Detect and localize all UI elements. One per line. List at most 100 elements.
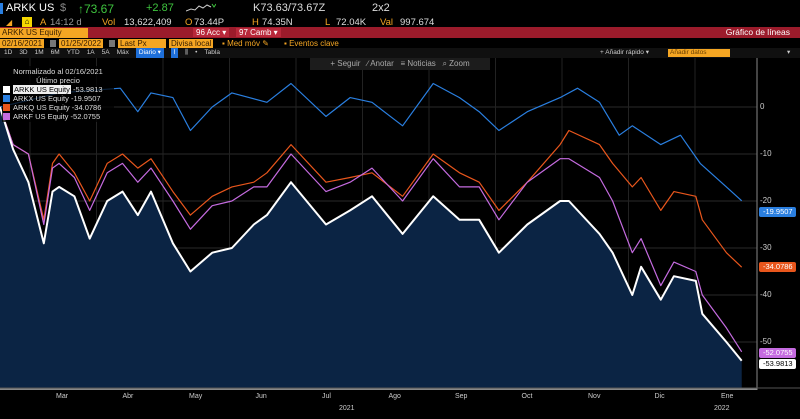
calendar-icon[interactable] [109, 40, 115, 47]
moving-average-toggle[interactable]: ▪ Med móv ✎ [222, 39, 269, 48]
x-tick-label: Jun [255, 393, 267, 400]
table-button[interactable]: Tabla [204, 49, 220, 56]
security-input[interactable]: ARKK US Equity [0, 28, 88, 38]
swatch-icon [3, 113, 10, 120]
period-6m[interactable]: 6M [50, 49, 60, 56]
legend-value: -52.0755 [70, 112, 101, 121]
x-tick-label: Oct [521, 393, 533, 400]
low-value: 72.04K [336, 17, 367, 28]
time-label: A [40, 17, 47, 28]
price-change: +2.87 [146, 2, 174, 14]
chart-toolbar: + Seguir ∕ Anotar ≡ Noticias ⌕ Zoom [310, 58, 490, 70]
high-label: H [252, 17, 259, 28]
focus-marker [0, 3, 3, 14]
y-tick-label: -40 [760, 290, 772, 299]
series-line-arkq [0, 106, 743, 268]
legend-item-arkk[interactable]: ARKK US Equity -53.9813 [3, 85, 113, 94]
alert-icon[interactable]: ◢ [6, 18, 13, 27]
series-line-arkk [0, 106, 743, 362]
moving-average-label: Med móv [227, 39, 260, 48]
legend-value: -53.9813 [72, 85, 103, 94]
time-value: 14:12 d [50, 17, 82, 28]
legend-title: Normalizado al 02/16/2021 [13, 67, 103, 76]
chart-legend: Normalizado al 02/16/2021 Último precio … [2, 66, 114, 122]
volume-label: Vol [102, 17, 116, 28]
command-bar: ARKK US Equity 96 Acc ▾ 97 Camb ▾ Gráfic… [0, 27, 800, 38]
x-tick-label: Ene [721, 393, 734, 400]
period-max[interactable]: Máx [116, 49, 129, 56]
period-bar: 1D 3D 1M 6M YTD 1A 5A Máx Diario ▾ ⌇ ⫼ • Tabla + Aña… [0, 48, 800, 58]
series-line-arkf [0, 106, 743, 353]
period-3d[interactable]: 3D [19, 49, 28, 56]
zoom-button[interactable]: ⌕ Zoom [442, 59, 470, 68]
news-button[interactable]: ≡ Noticias [400, 59, 436, 68]
y-tick-label: -50 [760, 337, 772, 346]
legend-label: ARKX US Equity [13, 94, 69, 103]
line-chart-icon[interactable]: ⌇ [170, 48, 179, 58]
y-tick-label: -20 [760, 196, 772, 205]
bid-ask: K73.63/73.67Z [253, 2, 326, 14]
swatch-icon [3, 104, 10, 111]
more-icon[interactable]: • [195, 49, 198, 56]
legend-label: ARKQ US Equity [13, 103, 70, 112]
news-icon[interactable]: ⌂ [22, 17, 32, 27]
bar-chart-icon[interactable]: ⫼ [185, 49, 189, 56]
legend-item-arkq[interactable]: ARKQ US Equity -34.0786 [3, 103, 113, 112]
camb-menu[interactable]: 97 Camb ▾ [236, 28, 281, 37]
x-tick-label: Dic [654, 393, 665, 400]
quick-add-button[interactable]: + Añadir rápido ▾ [600, 49, 649, 56]
settings-icon[interactable]: ▾ [787, 49, 791, 56]
arkk-area-fill [0, 107, 742, 388]
end-date-input[interactable]: 01/25/2022 [59, 39, 104, 49]
legend-value: -34.0786 [71, 103, 102, 112]
stats-bar: ◢ ⌂ A 14:12 d Vol 13,622,409 O 73.44P H … [0, 17, 800, 28]
ticker[interactable]: ARKK US [6, 2, 55, 14]
period-5a[interactable]: 5A [101, 49, 110, 56]
swatch-icon [3, 86, 10, 93]
bid-ask-size: 2x2 [372, 2, 390, 14]
year-label-2021: 2021 [339, 405, 355, 412]
currency-select[interactable]: Divisa local [169, 39, 214, 49]
x-tick-label: Jul [322, 393, 331, 400]
sparkline-icon [186, 3, 216, 12]
legend-item-arkx[interactable]: ARKX US Equity -19.9507 [3, 94, 113, 103]
y-tick-label: -30 [760, 243, 772, 252]
open-label: O [185, 17, 193, 28]
period-1a[interactable]: 1A [86, 49, 95, 56]
x-tick-label: Ago [388, 393, 401, 400]
field-select[interactable]: Last Px [118, 39, 166, 49]
period-1d[interactable]: 1D [4, 49, 13, 56]
settings-bar: 02/16/2021 01/25/2022 Last Px Divisa loc… [0, 38, 800, 49]
value-label: Val [380, 17, 394, 28]
low-label: L [325, 17, 331, 28]
key-events-toggle[interactable]: ▪ Eventos clave [284, 39, 339, 48]
calendar-icon[interactable] [50, 40, 56, 47]
last-value-tag: -34.0786 [759, 262, 796, 273]
x-tick-label: Sep [455, 393, 468, 400]
legend-label: ARKK US Equity [13, 85, 71, 94]
volume-value: 13,622,409 [124, 17, 172, 28]
period-ytd[interactable]: YTD [66, 49, 80, 56]
start-date-input[interactable]: 02/16/2021 [0, 39, 45, 49]
annotate-button[interactable]: ∕ Anotar [367, 59, 394, 68]
x-tick-label: Abr [122, 393, 134, 400]
chart-series [0, 82, 743, 362]
series-line-arkx [0, 82, 743, 202]
follow-button[interactable]: + Seguir [330, 59, 361, 68]
swatch-icon [3, 95, 10, 102]
legend-item-arkf[interactable]: ARKF US Equity -52.0755 [3, 112, 113, 121]
acc-menu[interactable]: 96 Acc ▾ [193, 28, 230, 37]
quote-bar: ARKK US $ ↑73.67 +2.87 K73.63/73.67Z 2x2 [0, 0, 800, 17]
period-1m[interactable]: 1M [34, 49, 44, 56]
currency: $ [60, 2, 67, 14]
y-tick-label: -10 [760, 149, 772, 158]
add-data-input[interactable]: Añadir datos [668, 49, 730, 57]
year-label-2022: 2022 [714, 405, 730, 412]
function-title: Gráfico de líneas [725, 27, 790, 37]
last-price: ↑73.67 [78, 2, 115, 16]
frequency-select[interactable]: Diario ▾ [135, 48, 164, 58]
last-value-tag: -52.0755 [759, 348, 796, 358]
x-tick-label: May [189, 393, 203, 400]
legend-label: ARKF US Equity [13, 112, 69, 121]
